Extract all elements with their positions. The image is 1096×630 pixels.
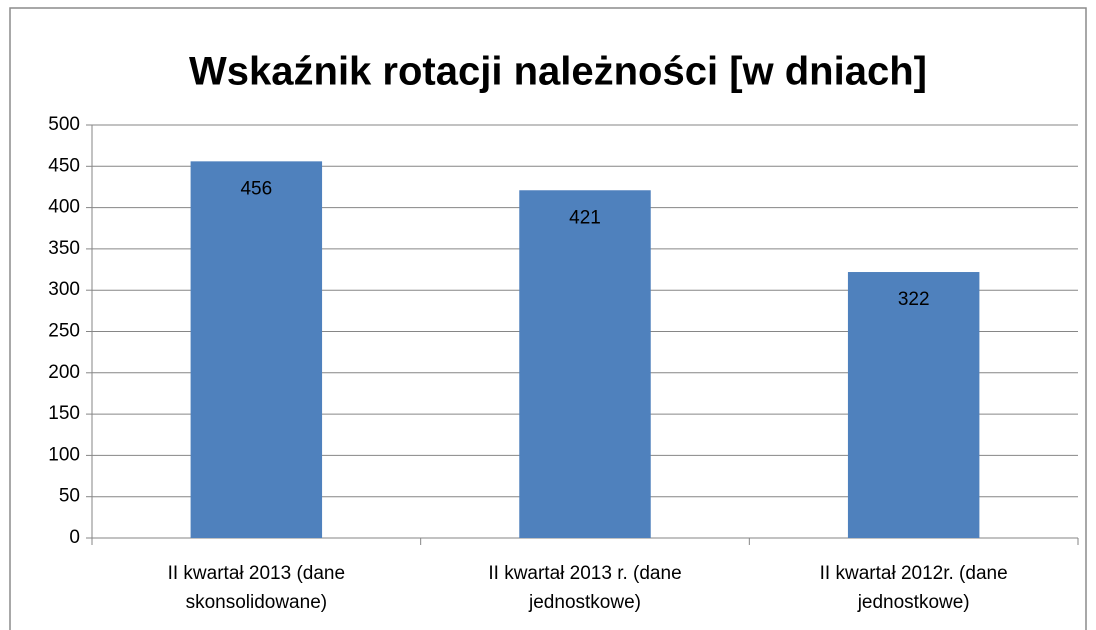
y-tick-label: 350 xyxy=(48,238,80,259)
data-label: 456 xyxy=(240,178,272,199)
bar xyxy=(847,272,980,538)
y-tick-label: 150 xyxy=(48,403,80,424)
y-tick-label: 200 xyxy=(48,362,80,383)
x-tick-label: II kwartał 2012r. (dane jednostkowe) xyxy=(820,563,1008,613)
data-label: 322 xyxy=(898,289,930,310)
x-tick-label-line: jednostkowe) xyxy=(528,592,641,613)
y-tick-label: 500 xyxy=(48,114,80,135)
x-tick-label-line: skonsolidowane) xyxy=(186,592,328,613)
chart-title: Wskaźnik rotacji należności [w dniach] xyxy=(189,50,927,94)
data-label: 421 xyxy=(569,207,601,228)
y-tick-label: 50 xyxy=(59,486,80,507)
x-tick-label-line: II kwartał 2012r. (dane xyxy=(820,563,1008,584)
y-tick-label: 300 xyxy=(48,279,80,300)
y-tick-label: 450 xyxy=(48,155,80,176)
bar xyxy=(190,161,323,538)
x-tick-label-line: II kwartał 2013 r. (dane xyxy=(488,563,681,584)
chart-border xyxy=(9,7,1087,630)
x-tick-label: II kwartał 2013 r. (dane jednostkowe) xyxy=(488,563,681,613)
y-tick-label: 100 xyxy=(48,444,80,465)
bar xyxy=(519,190,651,538)
x-tick-label: II kwartał 2013 (dane skonsolidowane) xyxy=(168,563,345,613)
x-tick-label-line: II kwartał 2013 (dane xyxy=(168,563,345,584)
x-tick-label-line: jednostkowe) xyxy=(857,592,970,613)
y-tick-label: 0 xyxy=(69,527,80,548)
y-tick-label: 400 xyxy=(48,197,80,218)
y-tick-label: 250 xyxy=(48,321,80,342)
